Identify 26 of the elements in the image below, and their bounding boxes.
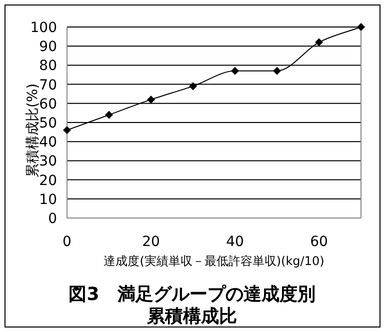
x-tick-label: 0 [62, 234, 72, 250]
y-tick-label: 70 [39, 77, 57, 94]
y-tick-label: 50 [39, 116, 57, 132]
y-tick-label: 80 [39, 58, 57, 74]
point [231, 66, 239, 75]
y-axis-title: 累積構成比(%) [25, 83, 41, 178]
point [273, 66, 281, 75]
text: 図3 満足グループの達成度別累積構成比 [68, 284, 316, 328]
point [63, 126, 71, 134]
point [357, 23, 365, 31]
point [315, 38, 323, 46]
x-tick-label: 60 [310, 234, 328, 250]
y-tick-label: 90 [39, 39, 57, 56]
y-tick-label: 0 [48, 211, 57, 227]
point [147, 96, 155, 104]
y-tick-label: 10 [39, 192, 57, 208]
y-tick-label: 100 [30, 20, 57, 36]
x-tick-label: 20 [142, 234, 160, 250]
x-tick-label: 40 [226, 234, 244, 250]
point [189, 82, 197, 90]
point [105, 110, 113, 119]
y-tick-label: 40 [39, 134, 57, 151]
x-axis-title: 達成度(実績単収－最低許容単収)(kg/10) [104, 254, 324, 268]
y-tick-label: 60 [39, 96, 57, 112]
y-tick-label: 30 [39, 154, 57, 170]
y-tick-label: 20 [39, 172, 57, 189]
